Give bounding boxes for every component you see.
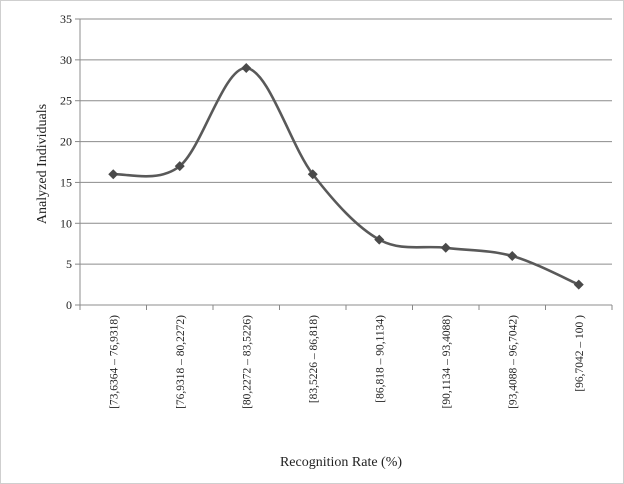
y-tick-label: 25 (60, 94, 72, 108)
x-tick-label: [76,9318 – 80,2272) (175, 315, 187, 409)
x-tick-label: [86,818 – 90,1134) (374, 315, 386, 403)
y-tick-label: 20 (60, 135, 72, 149)
data-point-marker (307, 169, 318, 180)
x-tick-label: [93,4088 – 96,7042) (507, 315, 519, 409)
axes (75, 18, 613, 310)
y-tick-label: 10 (60, 216, 72, 230)
data-point-marker (174, 161, 185, 172)
data-point-marker (573, 279, 584, 290)
x-tick-label: [96,7042 – 100 ) (574, 315, 586, 392)
y-tick-labels: 0 5 10 15 20 25 30 35 (60, 12, 72, 312)
data-point-marker (507, 250, 518, 261)
y-tick-label: 0 (66, 298, 72, 312)
x-tick-label: [73,6364 – 76,9318) (108, 315, 120, 409)
y-tick-label: 15 (60, 175, 72, 189)
x-tick-label: [83,5226 – 86,818) (308, 315, 320, 403)
y-tick-label: 30 (60, 53, 72, 67)
data-point-marker (440, 242, 451, 253)
y-axis-title: Analyzed Individuals (35, 104, 50, 224)
data-point-marker (241, 63, 252, 74)
data-point-marker (108, 169, 119, 180)
y-tick-label: 5 (66, 257, 72, 271)
x-tick-labels: [73,6364 – 76,9318) [76,9318 – 80,2272) [8… (108, 315, 586, 409)
y-tick-label: 35 (60, 12, 72, 26)
x-tick-label: [80,2272 – 83,5226) (241, 315, 253, 409)
x-tick-label: [90,1134 – 93,4088) (441, 315, 453, 409)
data-point-marker (374, 234, 385, 245)
data-markers (108, 63, 584, 290)
series-line (113, 66, 580, 286)
grid-lines (80, 18, 612, 265)
x-axis-title: Recognition Rate (%) (280, 455, 402, 470)
